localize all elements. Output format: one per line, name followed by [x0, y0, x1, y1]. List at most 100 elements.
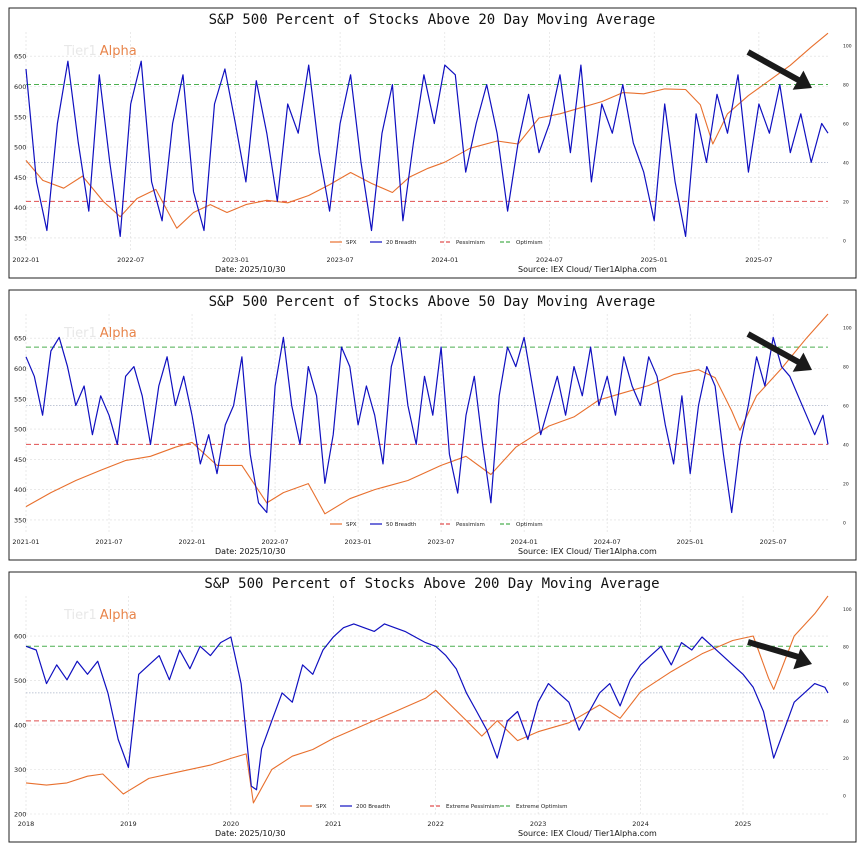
date-label: Date: 2025/10/30 — [215, 547, 285, 556]
x-tick-label: 2024-01 — [431, 256, 458, 264]
legend-item: Extreme Pessimism — [430, 804, 500, 810]
chart-frame — [8, 571, 857, 843]
x-tick-label: 2024-01 — [511, 538, 538, 546]
chart-title: S&P 500 Percent of Stocks Above 200 Day … — [204, 576, 659, 592]
chart-title: S&P 500 Percent of Stocks Above 50 Day M… — [209, 294, 656, 310]
watermark-prefix: Tier1 — [63, 44, 97, 59]
watermark-prefix: Tier1 — [63, 608, 97, 623]
x-tick-label: 2018 — [18, 820, 35, 828]
y-right-tick-label: 40 — [843, 442, 849, 448]
y-left-tick-label: 350 — [14, 516, 26, 524]
legend-item: 20 Breadth — [370, 240, 417, 246]
x-tick-label: 2022 — [427, 820, 444, 828]
y-left-tick-label: 450 — [14, 456, 26, 464]
date-label: Date: 2025/10/30 — [215, 265, 285, 274]
y-right-tick-label: 40 — [843, 719, 849, 725]
legend-label: SPX — [346, 522, 357, 528]
x-tick-label: 2021-07 — [95, 538, 122, 546]
source-label: Source: IEX Cloud/ Tier1Alpha.com — [518, 547, 657, 556]
x-tick-label: 2022-01 — [12, 256, 39, 264]
legend-label: Pessimism — [456, 240, 485, 246]
watermark-logo: Tier1 Alpha — [63, 44, 137, 59]
x-tick-label: 2020 — [223, 820, 240, 828]
y-left-tick-label: 600 — [14, 633, 26, 641]
watermark-suffix: Alpha — [100, 608, 137, 623]
y-left-tick-label: 400 — [14, 722, 26, 730]
y-left-tick-label: 600 — [14, 83, 26, 91]
x-tick-label: 2025 — [735, 820, 752, 828]
y-right-tick-label: 0 — [843, 793, 846, 799]
legend-label: Optimism — [516, 240, 543, 246]
y-left-tick-label: 200 — [14, 811, 26, 819]
trend-arrow-head — [792, 70, 812, 90]
trend-arrow-head — [793, 648, 812, 670]
legend-item: 200 Breadth — [340, 804, 391, 810]
trend-arrow-shaft — [747, 639, 803, 661]
trend-arrow-head — [792, 352, 812, 372]
trend-arrow-shaft — [746, 49, 804, 85]
y-left-tick-label: 450 — [14, 174, 26, 182]
x-tick-label: 2022-01 — [178, 538, 205, 546]
y-right-tick-label: 80 — [843, 83, 849, 89]
y-right-tick-label: 100 — [843, 607, 852, 613]
y-right-tick-label: 80 — [843, 644, 849, 650]
legend-label: SPX — [346, 240, 357, 246]
y-right-tick-label: 40 — [843, 160, 849, 166]
chart-frame — [8, 7, 857, 279]
date-label: Date: 2025/10/30 — [215, 829, 285, 838]
y-left-tick-label: 400 — [14, 204, 26, 212]
x-tick-label: 2023-01 — [345, 538, 372, 546]
legend-label: Extreme Pessimism — [446, 804, 500, 810]
x-tick-label: 2023 — [530, 820, 547, 828]
y-right-tick-label: 100 — [843, 326, 852, 332]
y-left-tick-label: 500 — [14, 144, 26, 152]
legend-label: Extreme Optimism — [516, 804, 568, 810]
y-right-tick-label: 80 — [843, 365, 849, 371]
y-left-tick-label: 550 — [14, 395, 26, 403]
watermark-prefix: Tier1 — [63, 326, 97, 341]
x-tick-label: 2019 — [120, 820, 137, 828]
y-left-tick-label: 400 — [14, 486, 26, 494]
y-right-tick-label: 60 — [843, 682, 849, 688]
source-label: Source: IEX Cloud/ Tier1Alpha.com — [518, 829, 657, 838]
x-tick-label: 2021-01 — [12, 538, 39, 546]
legend-label: 50 Breadth — [386, 522, 417, 528]
y-left-tick-label: 500 — [14, 677, 26, 685]
x-tick-label: 2021 — [325, 820, 342, 828]
y-left-tick-label: 500 — [14, 426, 26, 434]
legend-item: SPX — [330, 522, 357, 528]
chart-frame — [8, 289, 857, 561]
y-left-tick-label: 350 — [14, 234, 26, 242]
x-tick-label: 2024-07 — [536, 256, 563, 264]
x-tick-label: 2023-01 — [222, 256, 249, 264]
legend-item: SPX — [330, 240, 357, 246]
legend-item: SPX — [300, 804, 327, 810]
x-tick-label: 2023-07 — [428, 538, 455, 546]
x-tick-label: 2024 — [632, 820, 649, 828]
x-tick-label: 2025-01 — [641, 256, 668, 264]
y-right-tick-label: 20 — [843, 481, 849, 487]
legend-label: 200 Breadth — [356, 804, 391, 810]
breadth-line — [25, 336, 829, 514]
watermark-suffix: Alpha — [100, 44, 137, 59]
legend-label: Optimism — [516, 522, 543, 528]
y-left-tick-label: 550 — [14, 113, 26, 121]
legend-label: SPX — [316, 804, 327, 810]
watermark-logo: Tier1 Alpha — [63, 326, 137, 341]
x-tick-label: 2022-07 — [117, 256, 144, 264]
watermark-logo: Tier1 Alpha — [63, 608, 137, 623]
breadth-line — [25, 623, 829, 791]
y-left-tick-label: 650 — [14, 53, 26, 61]
spx-line — [25, 32, 829, 229]
x-tick-label: 2025-07 — [745, 256, 772, 264]
x-tick-label: 2025-07 — [760, 538, 787, 546]
legend-item: 50 Breadth — [370, 522, 417, 528]
watermark-suffix: Alpha — [100, 326, 137, 341]
y-left-tick-label: 300 — [14, 766, 26, 774]
y-left-tick-label: 600 — [14, 365, 26, 373]
chart-title: S&P 500 Percent of Stocks Above 20 Day M… — [209, 12, 656, 28]
spx-line — [25, 595, 829, 804]
chart-panel-50day: S&P 500 Percent of Stocks Above 50 Day M… — [8, 289, 857, 561]
source-label: Source: IEX Cloud/ Tier1Alpha.com — [518, 265, 657, 274]
x-tick-label: 2025-01 — [677, 538, 704, 546]
